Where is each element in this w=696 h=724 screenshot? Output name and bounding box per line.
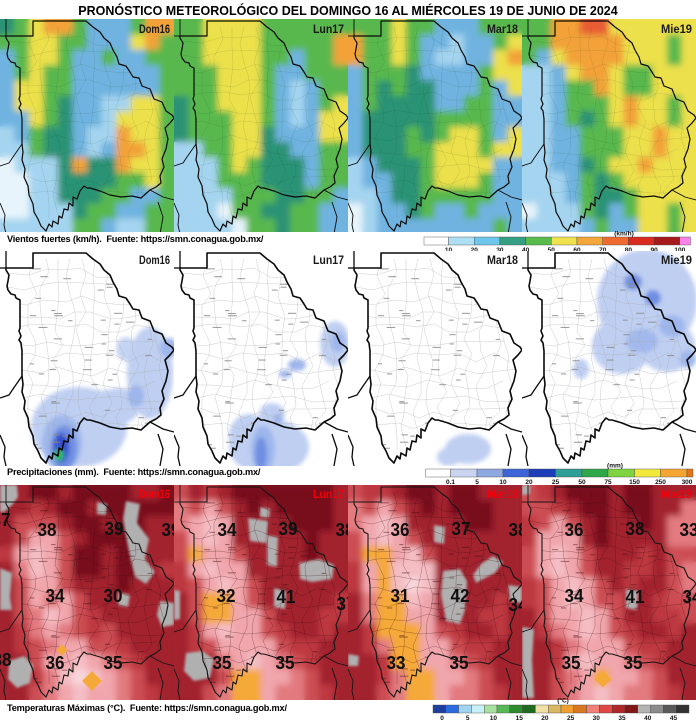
svg-text:41: 41	[277, 587, 296, 607]
svg-text:34: 34	[218, 520, 237, 540]
svg-text:Lun17: Lun17	[313, 489, 344, 501]
svg-text:Mar18: Mar18	[487, 255, 519, 267]
svg-text:5: 5	[475, 479, 479, 486]
svg-text:37: 37	[337, 594, 356, 614]
svg-text:45: 45	[670, 715, 678, 722]
svg-text:39: 39	[279, 519, 298, 539]
svg-text:(mm): (mm)	[607, 463, 623, 470]
svg-text:300: 300	[682, 479, 693, 486]
svg-text:0: 0	[440, 715, 444, 722]
svg-text:35: 35	[562, 653, 581, 673]
svg-text:35: 35	[276, 653, 295, 673]
svg-text:38: 38	[38, 520, 57, 540]
svg-text:39: 39	[162, 520, 181, 540]
svg-text:37: 37	[0, 510, 11, 530]
svg-text:Lun17: Lun17	[313, 255, 344, 267]
svg-text:40: 40	[644, 715, 652, 722]
svg-text:250: 250	[655, 479, 666, 486]
svg-text:20: 20	[541, 715, 549, 722]
svg-text:30: 30	[496, 247, 504, 254]
svg-text:30: 30	[593, 715, 601, 722]
svg-text:20: 20	[471, 247, 479, 254]
svg-text:38: 38	[336, 520, 355, 540]
svg-text:35: 35	[450, 653, 469, 673]
svg-text:33: 33	[387, 653, 406, 673]
svg-text:35: 35	[624, 653, 643, 673]
svg-text:(°C): (°C)	[557, 697, 569, 705]
svg-text:36: 36	[46, 653, 65, 673]
svg-text:42: 42	[451, 586, 470, 606]
svg-text:Mie19: Mie19	[661, 255, 692, 267]
svg-text:36: 36	[565, 520, 584, 540]
svg-text:Mie19: Mie19	[661, 489, 692, 501]
svg-text:37: 37	[452, 519, 471, 539]
svg-text:80: 80	[625, 247, 633, 254]
svg-text:41: 41	[626, 587, 645, 607]
svg-text:34: 34	[683, 587, 696, 607]
svg-text:Dom16: Dom16	[139, 24, 170, 36]
svg-text:90: 90	[650, 247, 658, 254]
svg-text:50: 50	[548, 247, 556, 254]
svg-text:60: 60	[573, 247, 581, 254]
svg-text:32: 32	[217, 586, 236, 606]
svg-text:Mar18: Mar18	[487, 489, 519, 501]
svg-text:35: 35	[104, 653, 123, 673]
svg-text:35: 35	[618, 715, 626, 722]
svg-text:(km/h): (km/h)	[614, 231, 634, 238]
svg-text:20: 20	[525, 479, 533, 486]
svg-text:36: 36	[391, 520, 410, 540]
svg-text:Mie19: Mie19	[661, 24, 692, 36]
svg-text:35: 35	[213, 653, 232, 673]
svg-text:10: 10	[445, 247, 453, 254]
svg-text:31: 31	[391, 586, 410, 606]
svg-text:38: 38	[626, 519, 645, 539]
svg-text:50: 50	[578, 479, 586, 486]
svg-text:39: 39	[105, 519, 124, 539]
svg-text:Dom16: Dom16	[139, 255, 170, 267]
svg-text:25: 25	[567, 715, 575, 722]
svg-text:0.1: 0.1	[446, 479, 455, 486]
svg-text:33: 33	[680, 520, 696, 540]
svg-text:Dom16: Dom16	[139, 489, 170, 501]
svg-text:30: 30	[104, 586, 123, 606]
svg-text:100: 100	[674, 247, 685, 254]
svg-text:5: 5	[466, 715, 470, 722]
svg-text:34: 34	[509, 595, 528, 615]
svg-text:Lun17: Lun17	[313, 24, 344, 36]
svg-text:34: 34	[565, 586, 584, 606]
svg-text:25: 25	[552, 479, 560, 486]
svg-text:38: 38	[509, 520, 528, 540]
svg-text:75: 75	[604, 479, 612, 486]
svg-text:38: 38	[0, 650, 12, 670]
svg-text:70: 70	[599, 247, 607, 254]
svg-text:15: 15	[516, 715, 524, 722]
svg-text:34: 34	[46, 586, 65, 606]
svg-text:10: 10	[499, 479, 507, 486]
svg-text:10: 10	[490, 715, 498, 722]
svg-text:40: 40	[522, 247, 530, 254]
svg-text:150: 150	[629, 479, 640, 486]
svg-text:Mar18: Mar18	[487, 24, 519, 36]
